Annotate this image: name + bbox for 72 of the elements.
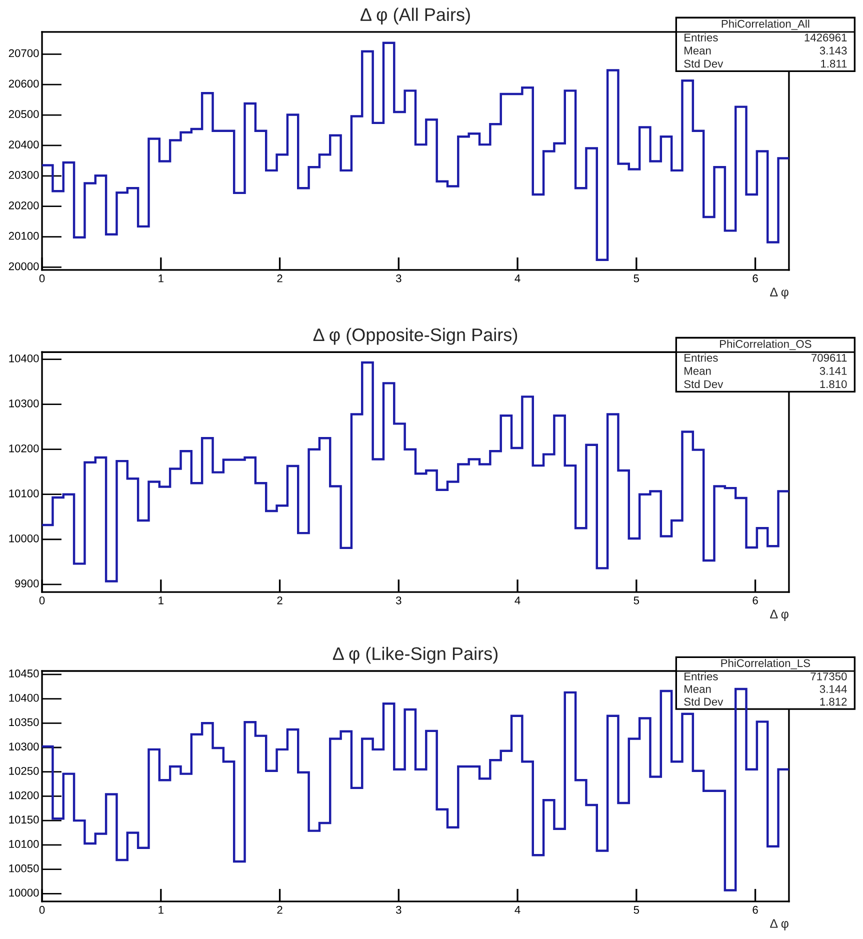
x-tick-label: 6 <box>752 596 758 604</box>
y-tick-label: 10000 <box>9 888 39 897</box>
chart-title: Δ φ (Opposite-Sign Pairs) <box>313 328 518 345</box>
annotation: Std Dev <box>684 59 724 68</box>
annotation: Entries <box>684 672 718 680</box>
x-tick-label: 0 <box>39 274 45 282</box>
text: 1426961 <box>804 34 847 42</box>
chart-title: Δ φ (All Pairs) <box>360 8 470 25</box>
annotation: Entries <box>684 354 718 362</box>
x-tick-label: 1 <box>158 596 164 604</box>
x-tick-label: 4 <box>514 274 520 282</box>
x-tick-label: 2 <box>277 274 282 282</box>
y-tick-label: 20300 <box>8 171 39 179</box>
text: 3.141 <box>820 367 847 375</box>
text: 717350 <box>810 672 847 680</box>
y-tick-label: 10200 <box>9 791 39 800</box>
y-tick-label: 20000 <box>8 262 39 270</box>
x-tick-label: 5 <box>634 906 640 914</box>
x-tick-label: 6 <box>752 906 758 914</box>
annotation: Std Dev <box>684 698 724 706</box>
y-tick-label: 10050 <box>9 864 39 872</box>
x-axis-title: Δ φ <box>770 610 788 621</box>
text: PhiCorrelation_LS <box>721 658 810 670</box>
y-tick-label: 9900 <box>15 580 39 588</box>
chart-title: Δ φ (Like-Sign Pairs) <box>332 646 498 664</box>
x-tick-label: 5 <box>634 596 640 604</box>
x-tick-label: 3 <box>396 274 402 282</box>
y-tick-label: 10200 <box>9 444 39 452</box>
x-tick-label: 3 <box>396 906 402 914</box>
annotation: Mean <box>684 367 711 375</box>
annotation: Entries <box>684 33 718 42</box>
y-tick-label: 10150 <box>9 816 39 824</box>
x-tick-label: 4 <box>514 906 520 914</box>
y-tick-label: 20500 <box>8 110 39 118</box>
y-tick-label: 20100 <box>8 232 39 240</box>
x-tick-label: 2 <box>277 596 282 604</box>
x-tick-label: 5 <box>634 274 640 282</box>
x-tick-label: 1 <box>158 274 164 282</box>
text: 3.143 <box>820 46 847 55</box>
x-tick-label: 0 <box>39 906 45 914</box>
text: 1.812 <box>820 698 847 706</box>
y-tick-label: 10100 <box>9 840 39 848</box>
y-tick-label: 10450 <box>9 670 39 678</box>
y-tick-label: 20600 <box>8 80 39 88</box>
x-tick-label: 2 <box>277 906 282 914</box>
annotation: Std Dev <box>684 380 724 388</box>
x-axis-title: Δ φ <box>770 919 788 930</box>
y-tick-label: 10000 <box>9 534 39 542</box>
y-tick-label: 10400 <box>9 354 39 362</box>
y-tick-label: 20200 <box>8 201 39 210</box>
x-tick-label: 0 <box>39 596 45 604</box>
x-tick-label: 4 <box>514 596 520 604</box>
annotation: Mean <box>684 46 711 55</box>
y-tick-label: 10300 <box>9 399 39 408</box>
y-tick-label: 10300 <box>9 742 39 750</box>
x-axis-title: Δ φ <box>770 288 788 299</box>
y-tick-label: 20400 <box>8 140 39 148</box>
text: 1.811 <box>821 60 847 68</box>
y-tick-label: 10400 <box>9 694 39 702</box>
annotation: Mean <box>684 685 711 694</box>
x-tick-label: 1 <box>158 906 164 914</box>
x-tick-label: 3 <box>396 596 402 604</box>
y-tick-label: 10350 <box>9 718 39 726</box>
y-tick-label: 10250 <box>9 766 39 775</box>
y-tick-label: 20700 <box>8 49 39 58</box>
text: 3.144 <box>820 685 847 694</box>
text: PhiCorrelation_All <box>722 20 810 30</box>
x-tick-label: 6 <box>752 274 758 282</box>
y-tick-label: 10100 <box>9 489 39 498</box>
text: PhiCorrelation_OS <box>720 340 812 350</box>
text: 1.810 <box>820 380 847 388</box>
text: 709611 <box>812 354 847 362</box>
